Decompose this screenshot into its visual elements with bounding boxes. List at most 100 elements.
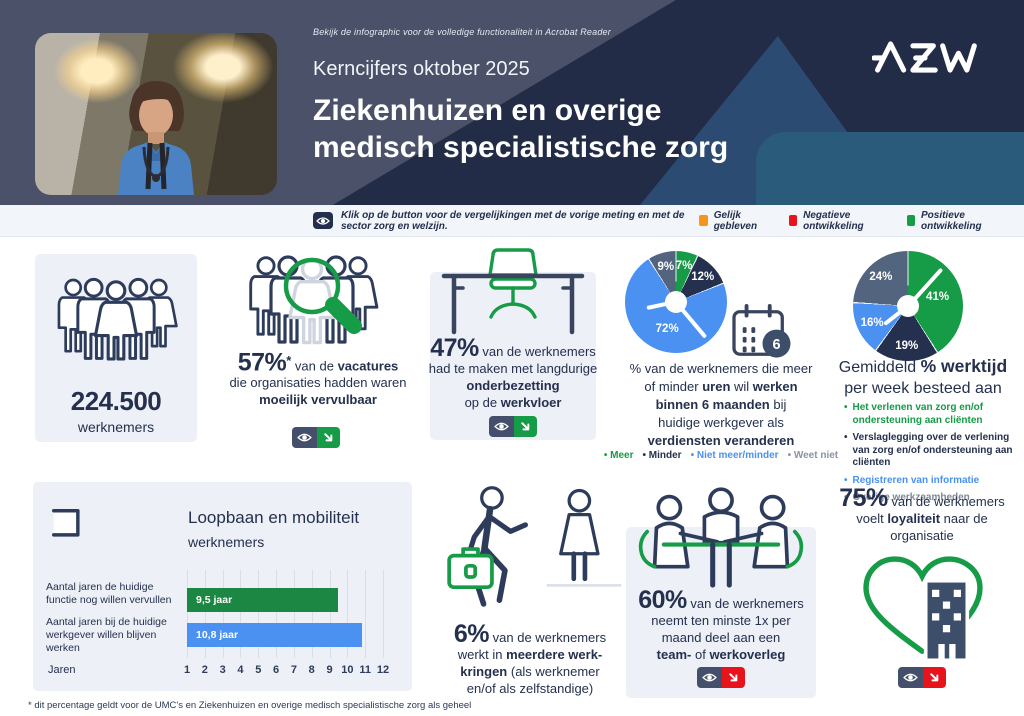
- legend-color-swatch: [788, 215, 798, 226]
- nurse-photo: [35, 33, 277, 195]
- eye-icon: [489, 416, 514, 437]
- career-subtitle: werknemers: [188, 534, 265, 550]
- career-x-axis-label: Jaren: [48, 664, 76, 676]
- understaffing-compare-button[interactable]: [489, 416, 537, 437]
- pie-legend-item: • Niet meer/minder: [690, 450, 779, 461]
- legend-label: Gelijk gebleven: [713, 209, 758, 232]
- meetings-caption: 60% van de werknemers neemt ten minste 1x…: [638, 586, 804, 663]
- legend-item: Negatieve ontwikkeling: [788, 210, 887, 232]
- legend-bullet: •: [844, 492, 848, 503]
- legend-bullet: •: [844, 432, 848, 443]
- career-card: [33, 482, 412, 691]
- legend-instruction: Klik op de button voor de vergelijkingen…: [341, 209, 685, 232]
- pie-slice-label: 41%: [926, 291, 950, 304]
- x-tick-label: 9: [326, 664, 333, 676]
- x-tick-label: 3: [219, 664, 226, 676]
- legend-color-swatch: [906, 215, 915, 226]
- pie-legend-item: • Meer: [603, 450, 634, 461]
- pie-legend-item: • Registreren van informatie: [844, 475, 1016, 488]
- footnote: * dit percentage geldt voor de UMC's en …: [28, 700, 472, 711]
- career-x-axis: 1 2 3 4 5 6 7 8 9 10 11 12: [183, 664, 389, 678]
- eye-icon: [292, 427, 317, 448]
- bar-category-label: Aantal jaren bij de huidige werkgever wi…: [46, 616, 167, 654]
- empty-desk-chair-icon: [441, 248, 585, 335]
- x-tick-label: 10: [341, 664, 354, 676]
- report-kicker: Kerncijfers oktober 2025: [313, 58, 530, 80]
- legend-label: Verslaglegging over de verlening van zor…: [852, 432, 1013, 468]
- legend-color-swatch: [699, 215, 708, 226]
- azw-logo-icon: [872, 41, 977, 73]
- pie-legend-item: • Overige werkzaamheden: [844, 492, 1016, 505]
- eye-icon: [316, 216, 330, 225]
- vacancies-caption: 57%* van de vacatures die organisaties ha…: [229, 348, 407, 408]
- career-bar-chart: 9,5 jaar 10,8 jaar: [187, 570, 384, 658]
- header: Bekijk de infographic voor de volledige …: [0, 0, 1024, 205]
- pie-center: [665, 291, 687, 313]
- x-tick-label: 1: [183, 664, 191, 676]
- pie-legend-item: • Verslaglegging over de verlening van zo…: [844, 432, 1016, 470]
- gridline: [293, 570, 295, 658]
- career-title: Loopbaan en mobiliteit: [188, 508, 360, 527]
- hours-pie-caption: % van de werknemers die meer of minder ur…: [629, 361, 813, 448]
- gridline: [311, 570, 313, 658]
- bar-value-label: 10,8 jaar: [196, 629, 239, 641]
- eye-icon: [898, 667, 923, 688]
- gridline: [329, 570, 331, 658]
- x-tick-label: 5: [255, 664, 262, 676]
- gridline: [347, 570, 349, 658]
- gridline: [240, 570, 242, 658]
- legend-bullet: •: [844, 402, 848, 413]
- legend-item: Positieve ontwikkeling: [906, 209, 1002, 232]
- gridline: [222, 570, 224, 658]
- worktime-pie-legend: • Het verlenen van zorg en/of ondersteuni…: [844, 402, 1016, 510]
- workforce-label: werknemers: [77, 419, 155, 435]
- pie-slice-label: 72%: [655, 323, 679, 336]
- pie-slice-label: 12%: [691, 270, 715, 283]
- bar-category-label: Aantal jaren de huidige functie nog will…: [46, 581, 172, 606]
- x-tick-label: 12: [376, 664, 390, 676]
- handshake-icon: [52, 509, 80, 537]
- gridline: [258, 570, 260, 658]
- acrobat-note: Bekijk de infographic voor de volledige …: [313, 27, 611, 37]
- gridline: [204, 570, 206, 658]
- pie-slice-label: 19%: [895, 339, 919, 352]
- worktime-pie-chart: 41% 19% 16% 24%: [853, 251, 963, 361]
- worktime-pie-title: Gemiddeld % werktijd per week besteed aan: [838, 356, 1008, 397]
- calendar-badge: 6: [772, 337, 780, 353]
- x-tick-label: 6: [273, 664, 280, 676]
- header-band-shape: [756, 132, 1024, 205]
- page-title: Ziekenhuizen en overige medisch speciali…: [313, 94, 729, 164]
- hours-pie-legend: • Meer • Minder • Niet meer/minder • Weet n…: [600, 450, 842, 461]
- pie-legend-item: • Weet niet: [787, 450, 839, 461]
- nurse-illustration: [118, 81, 194, 195]
- trend-arrow-icon: [722, 667, 745, 688]
- workforce-value: 224.500: [70, 386, 162, 416]
- loyalty-caption: 75% van de werknemers voelt loyaliteit na…: [839, 484, 1005, 544]
- vacancies-compare-button[interactable]: [292, 427, 340, 448]
- legend-bar: Klik op de button voor de vergelijkingen…: [0, 205, 1024, 237]
- multiple-jobs-caption: 6% van de werknemers werkt in meerdere we…: [453, 620, 607, 697]
- eye-icon: [697, 667, 722, 688]
- trend-arrow-icon: [923, 667, 946, 688]
- pie-slice-label: 24%: [869, 271, 893, 284]
- loyalty-compare-button[interactable]: [898, 667, 946, 688]
- x-tick-label: 11: [359, 664, 371, 676]
- pie-legend-item: • Het verlenen van zorg en/of ondersteuni…: [844, 402, 1016, 427]
- calendar-icon: 6: [732, 304, 791, 358]
- bar-1: 9,5 jaar: [187, 588, 339, 612]
- legend-label: Positieve ontwikkeling: [920, 209, 982, 232]
- gridline: [383, 570, 384, 658]
- gridline: [365, 570, 367, 658]
- gridline: [187, 570, 188, 658]
- understaffing-caption: 47% van de werknemers had te maken met la…: [428, 334, 598, 411]
- workforce-people-icon: [57, 277, 178, 361]
- x-tick-label: 2: [201, 664, 208, 676]
- x-tick-label: 4: [237, 664, 244, 676]
- pie-legend-item: • Minder: [642, 450, 682, 461]
- pie-center: [897, 295, 919, 317]
- legend-item: Gelijk gebleven: [699, 210, 768, 232]
- meetings-compare-button[interactable]: [697, 667, 745, 688]
- bar-2: 10,8 jaar: [187, 623, 362, 647]
- compare-eye-button[interactable]: [313, 212, 333, 229]
